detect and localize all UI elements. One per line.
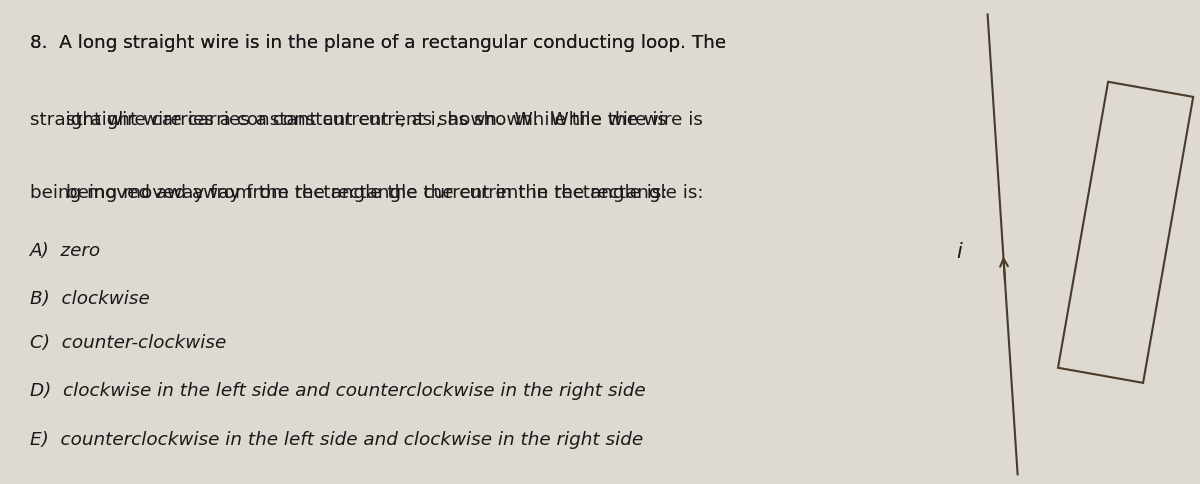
Text: C)  counter-clockwise: C) counter-clockwise [30, 334, 227, 352]
Text: E)  counterclockwise in the left side and clockwise in the right side: E) counterclockwise in the left side and… [30, 431, 643, 449]
Text: D)  clockwise in the left side and counterclockwise in the right side: D) clockwise in the left side and counte… [30, 382, 646, 400]
Text: 8.  A long straight wire is in the plane of a rectangular conducting loop. The: 8. A long straight wire is in the plane … [30, 34, 726, 52]
Text: 8.  A long straight wire is in the plane of a rectangular conducting loop. The: 8. A long straight wire is in the plane … [30, 34, 726, 52]
Text: A)  zero: A) zero [30, 242, 101, 260]
Text: straight wire carries a constant current i, as shown.  While the wire is: straight wire carries a constant current… [66, 111, 703, 129]
Text: being moved away from the rectangle the current in the rectangle is:: being moved away from the rectangle the … [30, 184, 667, 202]
Text: $i$: $i$ [956, 242, 964, 262]
Text: B)  clockwise: B) clockwise [30, 290, 150, 308]
Text: being moved away from the rectangle the current in the rectangle is:: being moved away from the rectangle the … [66, 184, 703, 202]
Text: straight wire carries a constant current i, as shown.  While the wire is: straight wire carries a constant current… [30, 111, 667, 129]
